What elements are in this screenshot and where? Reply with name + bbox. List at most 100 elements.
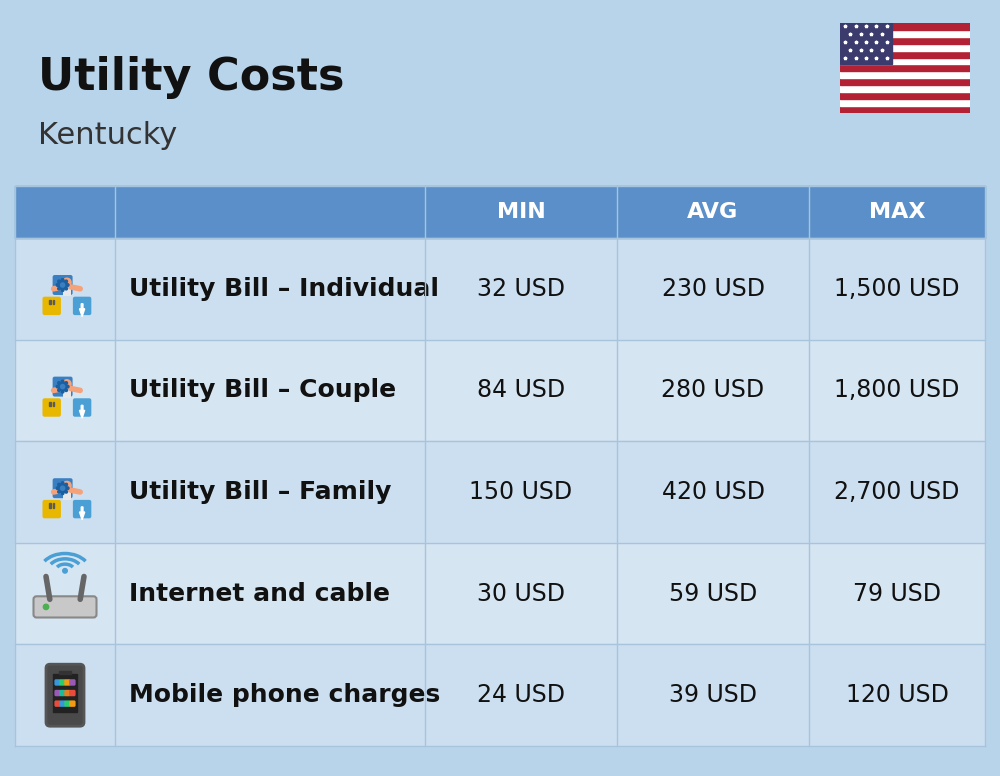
Circle shape <box>58 389 60 391</box>
Bar <box>425 442 617 542</box>
Bar <box>840 99 970 106</box>
FancyBboxPatch shape <box>53 275 73 295</box>
FancyBboxPatch shape <box>73 296 91 315</box>
Bar <box>115 442 425 542</box>
Bar <box>809 238 985 340</box>
Text: 230 USD: 230 USD <box>662 277 765 301</box>
Text: Utility Bill – Family: Utility Bill – Family <box>129 480 391 504</box>
FancyBboxPatch shape <box>63 386 71 398</box>
Circle shape <box>65 280 67 282</box>
FancyBboxPatch shape <box>54 701 61 707</box>
FancyBboxPatch shape <box>53 478 73 498</box>
Bar <box>840 23 892 64</box>
FancyBboxPatch shape <box>46 664 84 726</box>
FancyArrow shape <box>80 507 85 520</box>
Bar <box>840 78 970 85</box>
FancyBboxPatch shape <box>54 690 61 696</box>
Text: AVG: AVG <box>687 202 739 222</box>
Circle shape <box>58 382 67 391</box>
FancyBboxPatch shape <box>69 701 76 707</box>
Bar <box>617 542 809 644</box>
Circle shape <box>65 490 67 493</box>
FancyBboxPatch shape <box>64 690 71 696</box>
Bar <box>15 442 115 542</box>
Circle shape <box>61 492 64 494</box>
FancyBboxPatch shape <box>54 679 61 686</box>
FancyBboxPatch shape <box>69 690 76 696</box>
Bar <box>840 44 970 50</box>
Bar <box>115 644 425 746</box>
Bar <box>15 238 115 340</box>
Bar <box>115 542 425 644</box>
Bar <box>115 340 425 442</box>
Bar <box>617 644 809 746</box>
Circle shape <box>65 287 67 290</box>
Bar <box>840 85 970 92</box>
Text: 2,700 USD: 2,700 USD <box>834 480 960 504</box>
Text: 280 USD: 280 USD <box>661 379 765 403</box>
Circle shape <box>58 483 60 486</box>
Text: 150 USD: 150 USD <box>469 480 573 504</box>
Circle shape <box>61 486 65 490</box>
Text: MIN: MIN <box>497 202 545 222</box>
Text: Utility Bill – Couple: Utility Bill – Couple <box>129 379 396 403</box>
Bar <box>425 186 617 238</box>
Text: Kentucky: Kentucky <box>38 121 177 150</box>
Bar <box>840 30 970 37</box>
FancyBboxPatch shape <box>42 500 61 518</box>
Circle shape <box>66 487 69 490</box>
Bar <box>15 186 115 238</box>
Bar <box>425 340 617 442</box>
Bar <box>425 644 617 746</box>
Circle shape <box>56 386 59 388</box>
Bar <box>617 442 809 542</box>
Circle shape <box>58 382 60 384</box>
Circle shape <box>61 482 64 484</box>
Bar <box>49 402 51 406</box>
Text: 32 USD: 32 USD <box>477 277 565 301</box>
Circle shape <box>61 385 65 389</box>
Bar <box>115 238 425 340</box>
Circle shape <box>58 287 60 290</box>
Text: 59 USD: 59 USD <box>669 581 757 605</box>
FancyArrow shape <box>80 303 85 317</box>
Circle shape <box>56 487 59 490</box>
FancyBboxPatch shape <box>64 701 71 707</box>
Bar <box>15 644 115 746</box>
Bar <box>840 92 970 99</box>
Bar <box>53 674 77 712</box>
Text: 420 USD: 420 USD <box>662 480 765 504</box>
Circle shape <box>66 386 69 388</box>
Bar <box>840 37 970 44</box>
Bar <box>49 504 51 508</box>
Bar <box>617 340 809 442</box>
Bar <box>59 671 71 674</box>
Text: 120 USD: 120 USD <box>846 683 948 707</box>
Circle shape <box>61 380 64 383</box>
FancyBboxPatch shape <box>59 690 66 696</box>
Circle shape <box>65 483 67 486</box>
Circle shape <box>58 490 60 493</box>
FancyBboxPatch shape <box>64 679 71 686</box>
Bar <box>840 64 970 71</box>
Circle shape <box>58 280 60 282</box>
Circle shape <box>61 279 64 281</box>
Text: 79 USD: 79 USD <box>853 581 941 605</box>
Text: Utility Bill – Individual: Utility Bill – Individual <box>129 277 439 301</box>
Circle shape <box>63 569 67 573</box>
Circle shape <box>66 284 69 286</box>
Bar <box>809 442 985 542</box>
Text: 84 USD: 84 USD <box>477 379 565 403</box>
Bar <box>115 186 425 238</box>
Bar <box>15 542 115 644</box>
Text: 1,500 USD: 1,500 USD <box>834 277 960 301</box>
Circle shape <box>61 390 64 393</box>
Bar <box>809 644 985 746</box>
Bar <box>53 300 54 304</box>
Circle shape <box>58 281 67 289</box>
Bar <box>809 340 985 442</box>
FancyBboxPatch shape <box>59 679 66 686</box>
Text: 24 USD: 24 USD <box>477 683 565 707</box>
FancyBboxPatch shape <box>73 500 91 518</box>
Bar <box>840 106 970 113</box>
